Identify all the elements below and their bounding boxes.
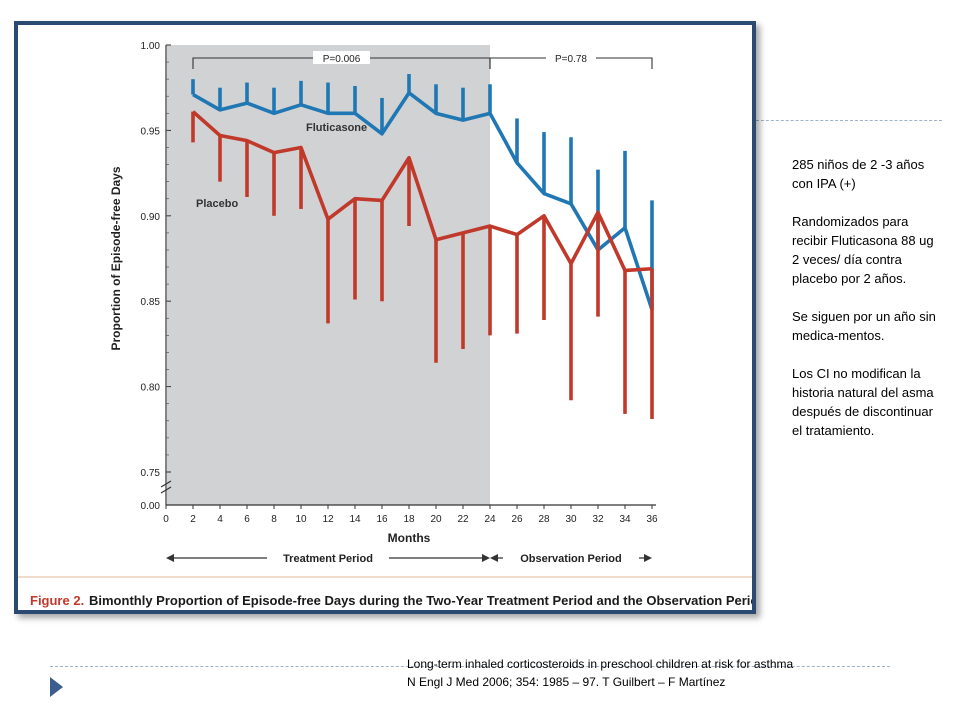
p-value-label: P=0.78 — [555, 54, 587, 65]
axis-break-mark — [160, 480, 172, 488]
arrowhead-right-icon — [482, 554, 490, 562]
x-tick-label: 10 — [295, 514, 307, 525]
y-tick-label: 0.95 — [141, 126, 161, 137]
y-tick-label: 0.00 — [141, 501, 161, 512]
x-tick-label: 22 — [457, 514, 469, 525]
arrowhead-left-icon — [490, 554, 498, 562]
series-line — [191, 110, 653, 273]
y-tick-label: 1.00 — [141, 41, 161, 52]
figure-caption-text: Bimonthly Proportion of Episode-free Day… — [89, 593, 752, 608]
bottom-dashed-rule — [50, 666, 890, 667]
episode-free-days-chart: P=0.006 P=0.78 0.00 0.75 0.80 0.85 0.90 0.95 1.… — [18, 41, 752, 608]
series-line — [192, 91, 654, 311]
x-tick-label: 12 — [322, 514, 334, 525]
figure-frame: P=0.006 P=0.78 0.00 0.75 0.80 0.85 0.90 0.95 1.… — [14, 21, 756, 614]
observation-period-label: Observation Period — [520, 553, 621, 565]
arrowhead-left-icon — [166, 554, 174, 562]
note-3: Se siguen por un año sin medica-mentos. — [792, 309, 936, 343]
x-tick-label: 4 — [217, 514, 223, 525]
period-label-bg — [503, 550, 639, 565]
side-notes: 285 niños de 2 -3 años con IPA (+) Rando… — [792, 155, 942, 459]
x-tick-label: 6 — [244, 514, 250, 525]
x-tick-label: 2 — [190, 514, 196, 525]
y-tick-label: 0.85 — [141, 297, 161, 308]
citation-line-2: N Engl J Med 2006; 354: 1985 – 97. T Gui… — [407, 675, 726, 689]
x-tick-label: 14 — [349, 514, 361, 525]
x-tick-label: 26 — [511, 514, 523, 525]
series-label-fluticasone: Fluticasone — [306, 122, 367, 134]
p-value-label-bg — [313, 51, 370, 64]
citation-line-1: Long-term inhaled corticosteroids in pre… — [407, 657, 794, 671]
x-tick-label: 20 — [430, 514, 442, 525]
x-tick-label: 16 — [376, 514, 388, 525]
y-tick-label: 0.90 — [141, 212, 161, 223]
x-tick-label: 32 — [592, 514, 604, 525]
x-tick-label: 18 — [403, 514, 415, 525]
x-tick-label: 8 — [271, 514, 277, 525]
x-tick-label: 28 — [538, 514, 550, 525]
x-tick-label: 34 — [619, 514, 631, 525]
x-tick-label: 30 — [565, 514, 577, 525]
top-dashed-rule — [756, 120, 942, 121]
period-label-bg — [267, 550, 389, 565]
note-4: Los CI no modifican la historia natural … — [792, 366, 934, 438]
note-2: Randomizados para recibir Fluticasona 88… — [792, 214, 934, 286]
note-1: 285 niños de 2 -3 años con IPA (+) — [792, 157, 925, 191]
y-tick-label: 0.75 — [141, 468, 161, 479]
x-tick-label: 24 — [484, 514, 496, 525]
x-tick-label: 36 — [646, 514, 658, 525]
arrowhead-right-icon — [644, 554, 652, 562]
y-axis-label: Proportion of Episode-free Days — [109, 166, 123, 350]
x-axis-label: Months — [388, 531, 431, 545]
citation: Long-term inhaled corticosteroids in pre… — [407, 655, 793, 691]
axis-break-mark — [160, 486, 172, 494]
x-tick-label: 0 — [163, 514, 169, 525]
p-value-label: P=0.006 — [323, 54, 361, 65]
y-tick-label: 0.80 — [141, 383, 161, 394]
figure-caption-label: Figure 2. — [30, 593, 84, 608]
triangle-bullet-icon — [50, 677, 63, 697]
treatment-period-label: Treatment Period — [283, 553, 373, 565]
series-label-placebo: Placebo — [196, 198, 238, 210]
p-value-label-bg — [546, 51, 596, 64]
